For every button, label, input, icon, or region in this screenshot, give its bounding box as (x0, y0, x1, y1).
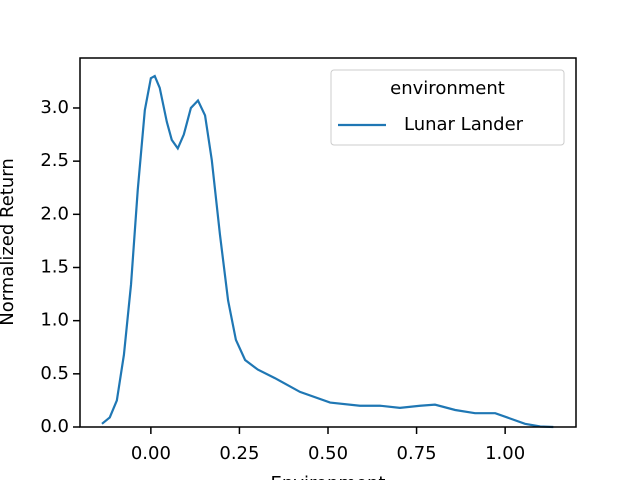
legend-title: environment (390, 78, 505, 99)
x-axis-label: Environment (271, 473, 386, 480)
x-tick-label: 0.00 (131, 443, 171, 464)
legend-box (330, 69, 565, 146)
line-series (101, 74, 554, 429)
y-tick-label: 2.0 (40, 203, 69, 224)
x-tick-label: 0.25 (219, 443, 259, 464)
axes-frame (79, 57, 577, 428)
y-tick-label: 0.5 (40, 363, 69, 384)
x-tick-label: 1.00 (485, 443, 525, 464)
x-tick-label: 0.75 (397, 443, 437, 464)
x-tick-label: 0.50 (308, 443, 348, 464)
legend-label: Lunar Lander (404, 114, 524, 135)
y-axis-label: Normalized Return (0, 158, 18, 326)
y-tick-label: 0.0 (40, 416, 69, 437)
y-tick-label: 3.0 (40, 97, 69, 118)
y-tick-label: 2.5 (40, 150, 69, 171)
y-tick-label: 1.0 (40, 310, 69, 331)
y-tick-label: 1.5 (40, 256, 69, 277)
